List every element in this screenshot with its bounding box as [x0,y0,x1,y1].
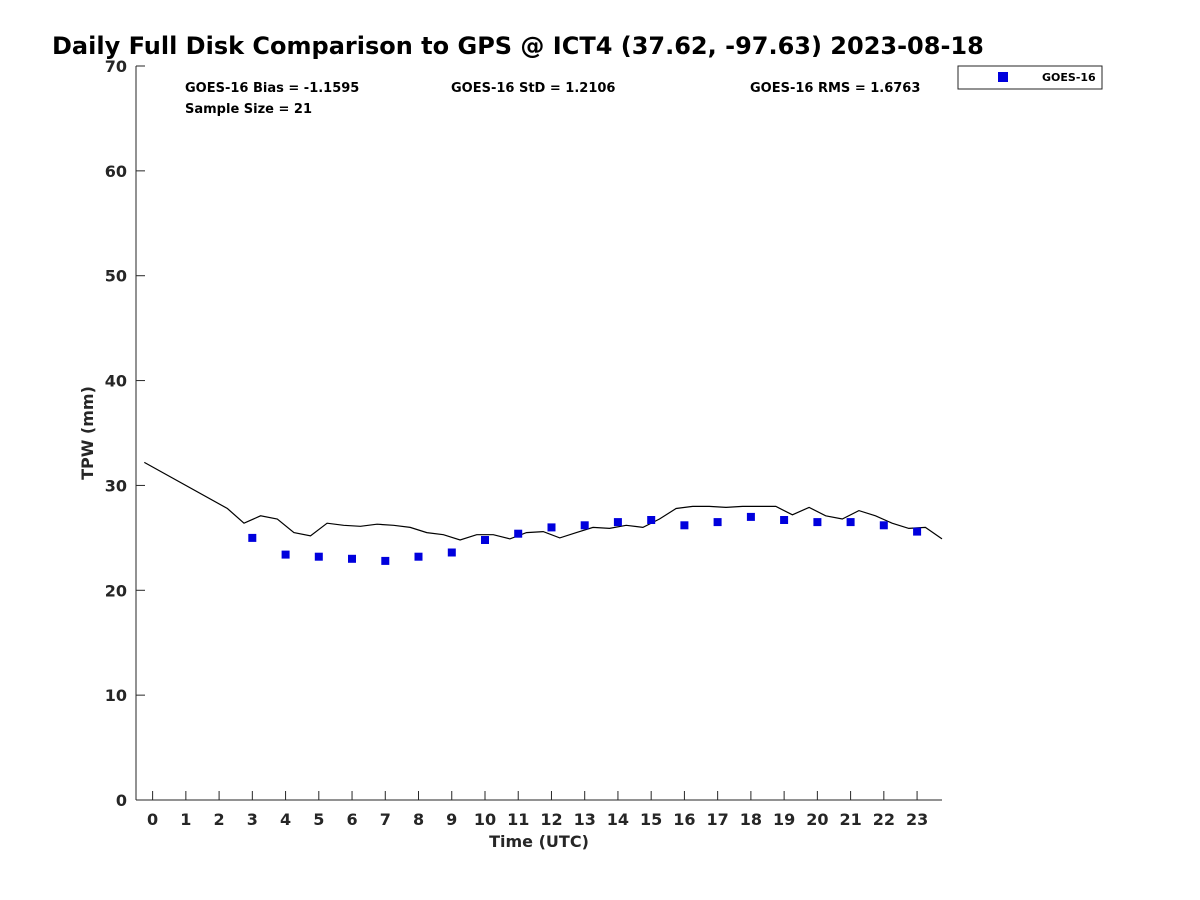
y-tick-label: 30 [105,476,127,495]
goes16-point [381,556,390,565]
x-tick-label: 0 [147,810,158,829]
goes16-point [281,550,290,559]
x-tick-label: 16 [673,810,695,829]
goes16-point [813,518,822,527]
gps-series [144,461,943,541]
legend: GOES-16 [957,65,1103,90]
goes16-point [613,518,622,527]
x-tick-label: 20 [806,810,828,829]
bias-stat: GOES-16 Bias = -1.1595 [185,81,359,96]
x-tick-label: 5 [313,810,324,829]
legend-label: GOES-16 [1042,71,1096,84]
goes16-point [481,536,489,544]
legend-box [957,65,1103,90]
y-tick-label: 0 [116,791,127,810]
y-axis: 0 10 20 30 40 50 60 70 [105,57,145,810]
x-axis: 0 1 2 3 4 5 6 7 8 9 10 11 12 13 14 15 16 17 18 19 20 21 22 23 [136,791,942,829]
y-axis-label: TPW (mm) [78,386,97,480]
x-tick-label: 11 [507,810,529,829]
goes16-point [514,529,523,538]
x-tick-label: 12 [540,810,562,829]
x-tick-label: 10 [474,810,496,829]
goes16-point [780,516,789,524]
y-tick-label: 40 [105,372,127,391]
goes16-point [314,552,323,561]
x-tick-label: 8 [413,810,424,829]
x-tick-label: 2 [214,810,225,829]
x-tick-label: 21 [839,810,861,829]
x-tick-label: 13 [574,810,596,829]
goes16-series [248,512,922,565]
chart-title: Daily Full Disk Comparison to GPS @ ICT4… [52,32,984,60]
goes16-point [680,521,689,530]
goes16-point [879,521,888,530]
x-tick-label: 7 [380,810,391,829]
y-tick-label: 20 [105,581,127,600]
y-tick-label: 10 [105,686,127,705]
x-tick-label: 4 [280,810,291,829]
x-tick-label: 3 [247,810,258,829]
goes16-point [547,523,556,532]
y-tick-label: 60 [105,162,127,181]
plot-area [136,66,942,800]
goes16-point [447,548,456,557]
x-tick-label: 18 [740,810,762,829]
y-tick-label: 70 [105,57,127,76]
goes16-point [580,521,589,530]
goes16-point [713,518,722,527]
goes16-point [913,527,922,536]
y-tick-label: 50 [105,267,127,286]
goes16-point [647,516,656,524]
gps-line [144,461,943,541]
x-axis-label: Time (UTC) [489,832,589,851]
legend-marker [998,72,1008,82]
std-stat: GOES-16 StD = 1.2106 [451,81,615,96]
x-tick-label: 9 [446,810,457,829]
x-tick-label: 22 [873,810,895,829]
goes16-point [414,552,423,561]
x-tick-label: 23 [906,810,928,829]
goes16-point [248,533,257,542]
x-tick-label: 6 [346,810,357,829]
x-tick-label: 14 [607,810,629,829]
x-tick-label: 17 [707,810,729,829]
goes16-point [746,512,755,521]
x-tick-label: 19 [773,810,795,829]
x-tick-label: 1 [180,810,191,829]
goes16-point [846,518,855,527]
sample-size-stat: Sample Size = 21 [185,102,312,117]
x-tick-label: 15 [640,810,662,829]
rms-stat: GOES-16 RMS = 1.6763 [750,81,920,96]
goes16-point [348,554,356,563]
